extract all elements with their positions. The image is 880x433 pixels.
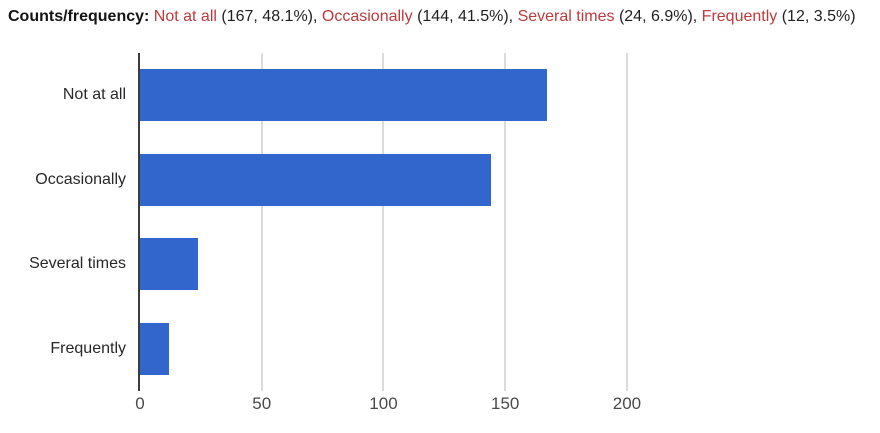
header-category-stats: (24, 6.9%), xyxy=(618,8,698,25)
chart-title-segments: Not at all (167, 48.1%), Occasionally (1… xyxy=(154,8,856,25)
bar xyxy=(140,322,170,375)
x-tick-label: 100 xyxy=(369,394,398,413)
x-tick-label: 0 xyxy=(135,394,145,413)
gridline xyxy=(382,53,385,391)
header-category-stats: (144, 41.5%), xyxy=(417,8,514,25)
chart-title-prefix: Counts/frequency: xyxy=(8,8,150,25)
gridline xyxy=(260,53,263,391)
chart-title: Counts/frequency: Not at all (167, 48.1%… xyxy=(8,6,876,27)
header-category-label: Several times xyxy=(517,8,615,25)
x-tick-label: 200 xyxy=(612,394,642,413)
x-tick-label: 50 xyxy=(252,394,272,413)
header-category-stats: (12, 3.5%) xyxy=(781,8,856,25)
bar xyxy=(140,238,199,291)
x-tick-label: 150 xyxy=(491,394,520,413)
y-axis-baseline xyxy=(138,53,140,391)
header-category-label: Not at all xyxy=(153,8,217,25)
header-category-label: Frequently xyxy=(701,8,778,25)
category-label: Not at all xyxy=(62,86,126,104)
category-label: Several times xyxy=(29,255,126,273)
bar xyxy=(140,153,491,206)
bar xyxy=(140,69,547,122)
gridline xyxy=(504,53,507,391)
header-category-label: Occasionally xyxy=(321,8,413,25)
category-label: Occasionally xyxy=(35,170,126,188)
header-category-stats: (167, 48.1%), xyxy=(221,8,318,25)
category-label: Frequently xyxy=(50,339,126,357)
gridline xyxy=(625,53,628,391)
